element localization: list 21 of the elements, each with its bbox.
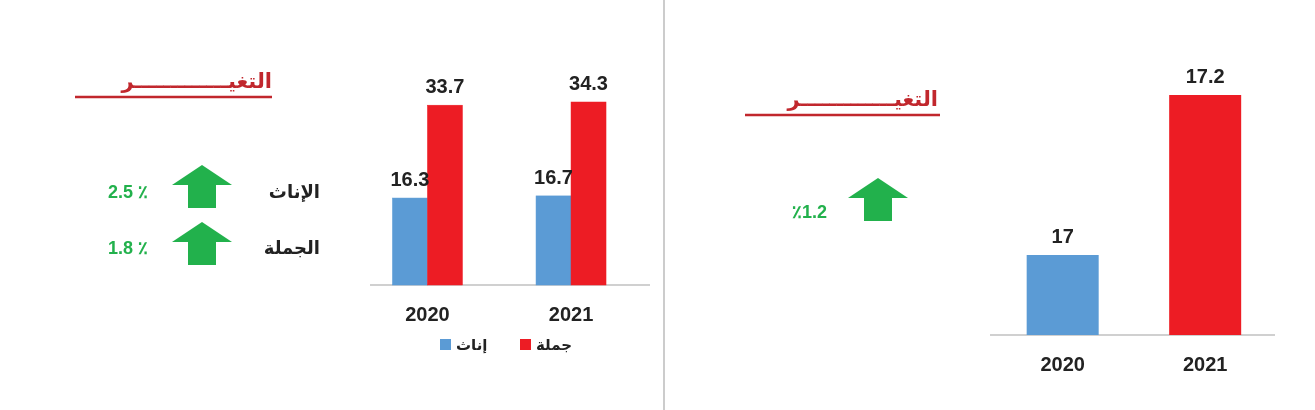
x-tick-label: 2021 <box>548 303 594 325</box>
legend-label: إناث <box>456 336 488 354</box>
x-tick-label: 2020 <box>405 303 450 325</box>
data-label: 17 <box>1051 225 1074 247</box>
text: الإناث <box>268 181 320 202</box>
bar <box>535 195 572 286</box>
x-tick-label: 2020 <box>1040 353 1085 375</box>
x-tick-label: 2021 <box>1182 353 1228 375</box>
chart-title: التغيـــــــــــــر <box>786 87 938 111</box>
data-label: 34.3 <box>569 72 608 94</box>
text: 1.8 ٪ <box>107 238 148 258</box>
data-label: 33.7 <box>425 75 465 98</box>
text: ٪1.2 <box>791 202 827 222</box>
bar <box>427 104 463 286</box>
text: 2.5 ٪ <box>107 182 148 202</box>
text: التغيـــــــــــــر <box>120 69 272 93</box>
bar <box>570 101 607 286</box>
text: الجملة <box>263 237 320 258</box>
legend-label: جملة <box>536 336 573 354</box>
bar <box>392 197 428 286</box>
data-label: 17.2 <box>1185 65 1225 87</box>
